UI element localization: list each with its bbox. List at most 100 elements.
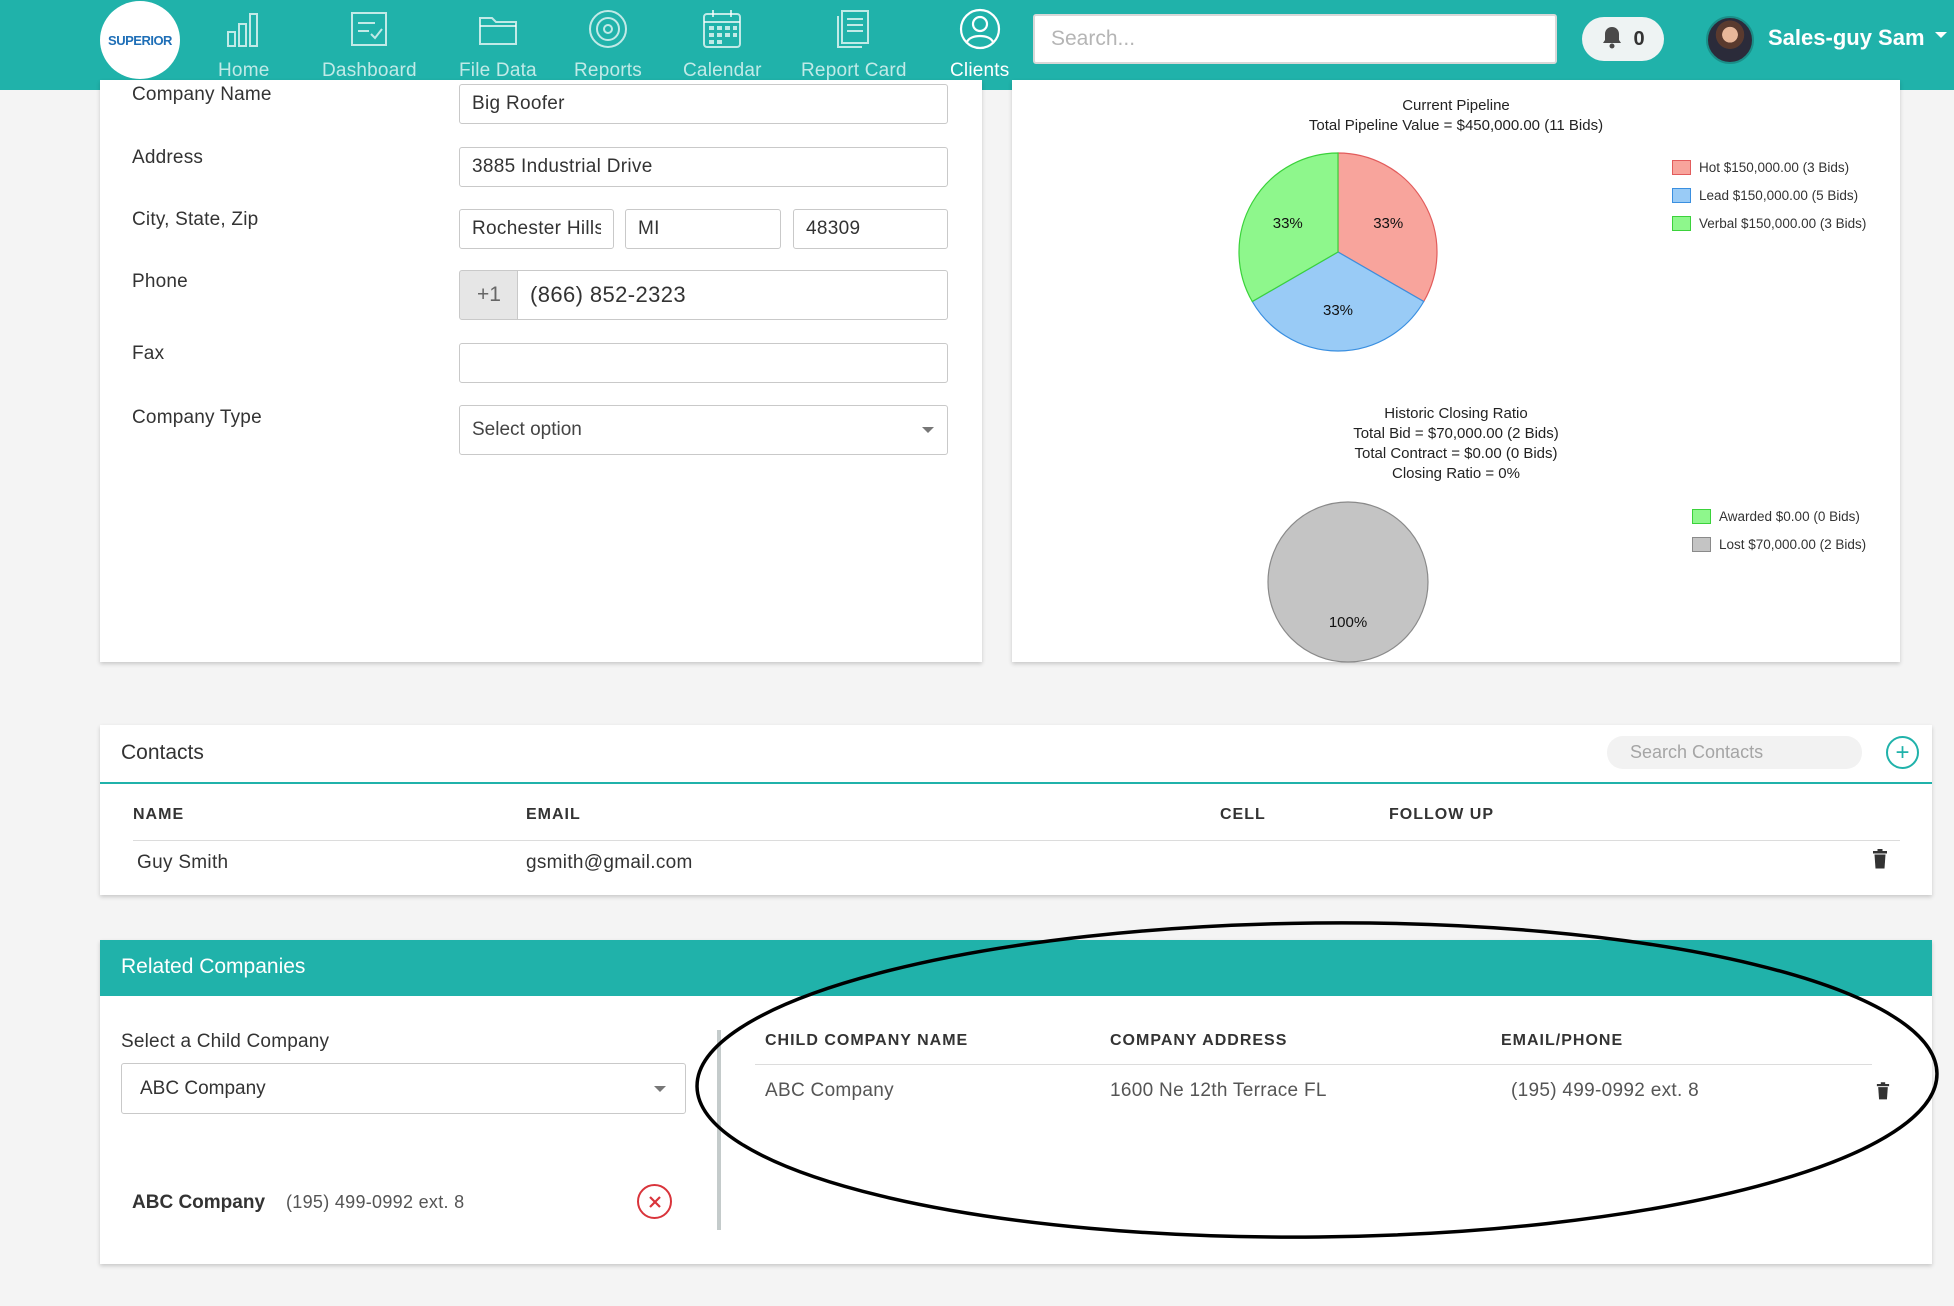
legend-swatch-lost	[1692, 537, 1711, 552]
related-companies-title: Related Companies	[121, 955, 306, 978]
child-header-divider	[755, 1064, 1872, 1065]
child-col-name[interactable]: CHILD COMPANY NAME	[765, 1032, 969, 1049]
logo-text: SUPERIOR	[108, 32, 172, 48]
legend-swatch-verbal	[1672, 216, 1691, 231]
state-input[interactable]	[625, 209, 781, 249]
pipeline-pie-chart: 33% 33% 33%	[1238, 152, 1438, 352]
calendar-icon	[699, 6, 745, 52]
closing-slice-lost[interactable]	[1267, 501, 1429, 663]
nav-clients-label: Clients	[950, 60, 1010, 81]
closing-chart-title: Historic Closing Ratio	[1384, 405, 1528, 422]
nav-report-card[interactable]: Report Card	[801, 6, 907, 86]
pipeline-chart-subtitle: Total Pipeline Value = $450,000.00 (11 B…	[1308, 117, 1604, 134]
bell-icon	[1601, 25, 1623, 54]
child-company-address: 1600 Ne 12th Terrace FL	[1110, 1080, 1327, 1101]
legend-hot[interactable]: Hot $150,000.00 (3 Bids)	[1672, 160, 1849, 175]
nav-reports-label: Reports	[574, 60, 642, 81]
notifications-button[interactable]: 0	[1582, 17, 1664, 61]
contacts-search-input[interactable]	[1607, 736, 1862, 769]
closing-slice-label-lost: 100%	[1329, 614, 1367, 631]
phone-label: Phone	[132, 271, 188, 292]
selected-child-name: ABC Company	[132, 1192, 266, 1213]
trash-icon[interactable]	[1876, 1082, 1890, 1100]
contacts-col-follow-up[interactable]: FOLLOW UP	[1389, 806, 1494, 823]
pipeline-slice-hot[interactable]	[1337, 152, 1438, 303]
chevron-down-icon	[922, 427, 934, 433]
legend-lead-label: Lead $150,000.00 (5 Bids)	[1699, 188, 1859, 203]
company-type-value: Select option	[472, 419, 582, 440]
zip-input[interactable]	[793, 209, 948, 249]
company-name-input[interactable]	[459, 84, 948, 124]
folder-icon	[475, 6, 521, 52]
contacts-divider	[100, 782, 1932, 784]
legend-swatch-lead	[1672, 188, 1691, 203]
legend-verbal[interactable]: Verbal $150,000.00 (3 Bids)	[1672, 216, 1866, 231]
nav-calendar-label: Calendar	[683, 60, 762, 81]
checklist-icon	[346, 6, 392, 52]
plus-icon: +	[1895, 738, 1910, 766]
city-input[interactable]	[459, 209, 614, 249]
nav-file-data[interactable]: File Data	[459, 6, 537, 86]
contacts-col-name[interactable]: NAME	[133, 806, 185, 823]
contacts-title: Contacts	[121, 741, 204, 764]
legend-lost-label: Lost $70,000.00 (2 Bids)	[1719, 537, 1867, 552]
nav-home-label: Home	[218, 60, 270, 81]
document-icon	[831, 6, 877, 52]
address-input[interactable]	[459, 147, 948, 187]
nav-report-card-label: Report Card	[801, 60, 907, 81]
target-icon	[585, 6, 631, 52]
legend-awarded[interactable]: Awarded $0.00 (0 Bids)	[1692, 509, 1860, 524]
child-company-contact: (195) 499-0992 ext. 8	[1511, 1080, 1699, 1101]
contacts-col-email[interactable]: EMAIL	[526, 806, 581, 823]
pipeline-slice-label-lead: 33%	[1323, 302, 1353, 319]
closing-chart-line-2: Total Contract = $0.00 (0 Bids)	[1354, 445, 1558, 462]
closing-pie-chart: 100%	[1267, 501, 1429, 663]
nav-calendar[interactable]: Calendar	[683, 6, 762, 86]
vertical-divider	[717, 1030, 721, 1230]
legend-verbal-label: Verbal $150,000.00 (3 Bids)	[1699, 216, 1867, 231]
legend-swatch-hot	[1672, 160, 1691, 175]
close-icon	[648, 1195, 661, 1208]
closing-chart-line-3: Closing Ratio = 0%	[1392, 465, 1520, 482]
fax-input[interactable]	[459, 343, 948, 383]
charts-card	[1012, 80, 1900, 662]
pipeline-chart-title: Current Pipeline	[1402, 97, 1510, 114]
pipeline-slice-label-verbal: 33%	[1273, 215, 1303, 232]
phone-country-code[interactable]: +1	[459, 270, 519, 320]
nav-home[interactable]: Home	[218, 6, 269, 86]
nav-dashboard[interactable]: Dashboard	[322, 6, 417, 86]
nav-reports[interactable]: Reports	[574, 6, 642, 86]
child-col-address[interactable]: COMPANY ADDRESS	[1110, 1032, 1288, 1049]
related-companies-header	[100, 940, 1932, 996]
pipeline-slice-verbal[interactable]	[1238, 152, 1339, 303]
global-search-input[interactable]	[1033, 14, 1557, 64]
phone-input[interactable]	[517, 270, 948, 320]
avatar[interactable]	[1706, 16, 1754, 64]
trash-icon[interactable]	[1872, 849, 1888, 869]
chevron-down-icon[interactable]	[1934, 30, 1948, 40]
city-state-zip-label: City, State, Zip	[132, 209, 259, 230]
address-label: Address	[132, 147, 204, 168]
remove-child-button[interactable]	[637, 1184, 672, 1219]
user-circle-icon	[957, 6, 1003, 52]
contacts-header-divider	[133, 840, 1900, 841]
legend-lost[interactable]: Lost $70,000.00 (2 Bids)	[1692, 537, 1866, 552]
fax-label: Fax	[132, 343, 165, 364]
company-type-select[interactable]: Select option	[459, 405, 948, 455]
user-name[interactable]: Sales-guy Sam	[1768, 25, 1925, 50]
child-company-select[interactable]: ABC Company	[121, 1063, 686, 1114]
contacts-col-cell[interactable]: CELL	[1220, 806, 1266, 823]
closing-chart-line-1: Total Bid = $70,000.00 (2 Bids)	[1353, 425, 1559, 442]
company-name-label: Company Name	[132, 84, 272, 105]
company-logo[interactable]: SUPERIOR	[100, 1, 180, 79]
nav-file-data-label: File Data	[459, 60, 537, 81]
bar-chart-icon	[221, 6, 267, 52]
contact-email[interactable]: gsmith@gmail.com	[526, 852, 693, 873]
child-col-contact[interactable]: EMAIL/PHONE	[1501, 1032, 1624, 1049]
child-company-label: Select a Child Company	[121, 1031, 330, 1052]
add-contact-button[interactable]: +	[1886, 736, 1919, 769]
nav-clients[interactable]: Clients	[950, 6, 1009, 86]
legend-lead[interactable]: Lead $150,000.00 (5 Bids)	[1672, 188, 1858, 203]
child-company-selected-value: ABC Company	[140, 1077, 266, 1099]
selected-child-phone: (195) 499-0992 ext. 8	[286, 1192, 465, 1212]
